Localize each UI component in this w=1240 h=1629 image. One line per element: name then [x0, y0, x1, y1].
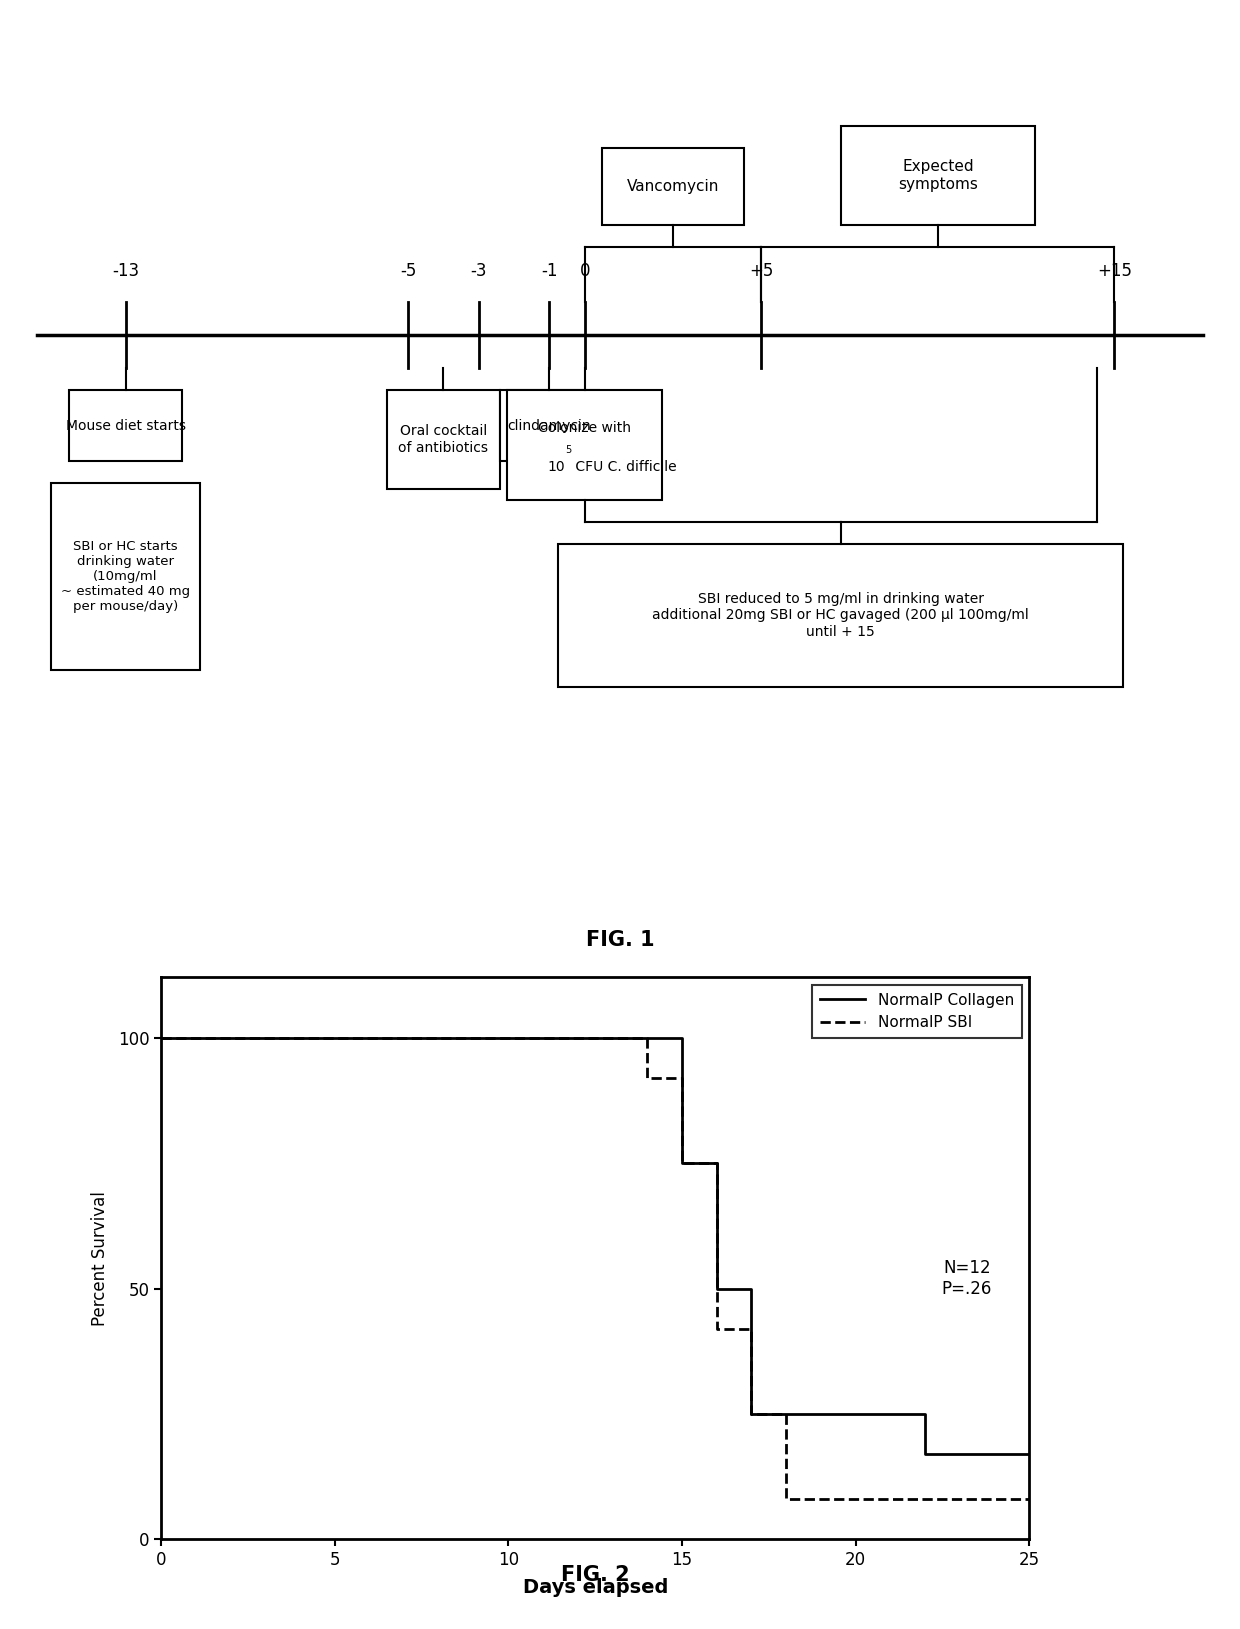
- Text: SBI reduced to 5 mg/ml in drinking water
additional 20mg SBI or HC gavaged (200 : SBI reduced to 5 mg/ml in drinking water…: [652, 593, 1029, 639]
- Text: Expected
symptoms: Expected symptoms: [898, 160, 978, 192]
- NormalP Collagen: [675, 1153, 689, 1173]
- Text: 0: 0: [579, 262, 590, 280]
- Text: Mouse diet starts: Mouse diet starts: [66, 419, 186, 433]
- NormalP SBI: [744, 1404, 759, 1424]
- Text: 5: 5: [565, 445, 572, 456]
- NormalP SBI: [1022, 1489, 1037, 1508]
- Text: Vancomycin: Vancomycin: [626, 179, 719, 194]
- NormalP SBI: [779, 1404, 794, 1424]
- NormalP SBI: [605, 1028, 620, 1047]
- NormalP SBI: [675, 1153, 689, 1173]
- Text: +5: +5: [749, 262, 774, 280]
- NormalP Collagen: [154, 1028, 169, 1047]
- FancyBboxPatch shape: [500, 389, 599, 461]
- FancyBboxPatch shape: [558, 544, 1123, 687]
- Text: clindamycin: clindamycin: [507, 419, 591, 433]
- Text: -13: -13: [112, 262, 139, 280]
- Text: Oral cocktail
of antibiotics: Oral cocktail of antibiotics: [398, 424, 489, 454]
- Line: NormalP Collagen: NormalP Collagen: [161, 1038, 1029, 1455]
- NormalP SBI: [605, 1028, 620, 1047]
- NormalP SBI: [779, 1489, 794, 1508]
- NormalP Collagen: [744, 1404, 759, 1424]
- NormalP Collagen: [1022, 1445, 1037, 1464]
- NormalP SBI: [744, 1319, 759, 1339]
- Legend: NormalP Collagen, NormalP SBI: NormalP Collagen, NormalP SBI: [812, 986, 1022, 1038]
- FancyBboxPatch shape: [387, 389, 500, 489]
- FancyBboxPatch shape: [603, 148, 744, 225]
- FancyBboxPatch shape: [841, 125, 1035, 225]
- Text: -3: -3: [470, 262, 487, 280]
- Text: Colonize with: Colonize with: [538, 422, 631, 435]
- Text: 10: 10: [548, 459, 565, 474]
- NormalP Collagen: [918, 1404, 932, 1424]
- NormalP SBI: [154, 1028, 169, 1047]
- Text: +15: +15: [1097, 262, 1132, 280]
- NormalP SBI: [1022, 1489, 1037, 1508]
- Text: FIG. 1: FIG. 1: [585, 930, 655, 950]
- NormalP Collagen: [640, 1028, 655, 1047]
- NormalP Collagen: [709, 1279, 724, 1298]
- Text: SBI or HC starts
drinking water
(10mg/ml
~ estimated 40 mg
per mouse/day): SBI or HC starts drinking water (10mg/ml…: [61, 541, 190, 614]
- FancyBboxPatch shape: [507, 389, 662, 500]
- NormalP SBI: [675, 1069, 689, 1088]
- NormalP Collagen: [640, 1028, 655, 1047]
- NormalP SBI: [640, 1069, 655, 1088]
- NormalP SBI: [640, 1028, 655, 1047]
- X-axis label: Days elapsed: Days elapsed: [522, 1577, 668, 1596]
- NormalP SBI: [709, 1153, 724, 1173]
- Text: CFU C. difficile: CFU C. difficile: [570, 459, 676, 474]
- NormalP Collagen: [709, 1153, 724, 1173]
- NormalP SBI: [709, 1319, 724, 1339]
- NormalP Collagen: [1022, 1445, 1037, 1464]
- Text: -1: -1: [541, 262, 558, 280]
- NormalP Collagen: [918, 1445, 932, 1464]
- Y-axis label: Percent Survival: Percent Survival: [92, 1191, 109, 1326]
- NormalP Collagen: [675, 1028, 689, 1047]
- Text: FIG. 2: FIG. 2: [560, 1565, 630, 1585]
- Text: N=12
P=.26: N=12 P=.26: [941, 1259, 992, 1298]
- NormalP Collagen: [744, 1279, 759, 1298]
- FancyBboxPatch shape: [51, 484, 200, 671]
- FancyBboxPatch shape: [69, 389, 182, 461]
- Text: -5: -5: [399, 262, 417, 280]
- Line: NormalP SBI: NormalP SBI: [161, 1038, 1029, 1499]
